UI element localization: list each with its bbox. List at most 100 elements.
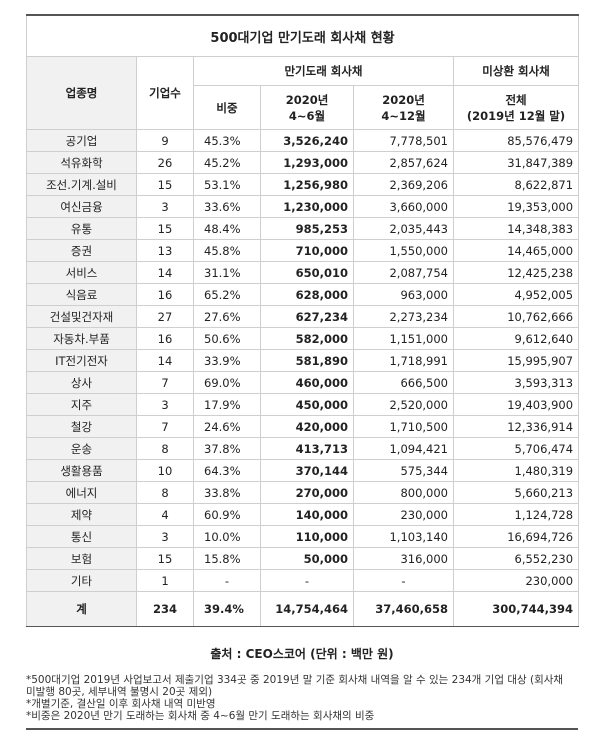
share: - xyxy=(193,569,261,592)
q2-amount: 650,010 xyxy=(260,261,354,284)
outstanding-total: 5,706,474 xyxy=(452,437,580,460)
industry: 서비스 xyxy=(26,261,137,284)
outstanding-total: 4,952,005 xyxy=(452,283,580,306)
outstanding-total: 6,552,230 xyxy=(452,547,580,570)
q2q4-amount: 2,087,754 xyxy=(353,261,454,284)
q2q4-amount: 666,500 xyxy=(353,371,454,394)
company-count: 16 xyxy=(136,327,194,350)
company-count: 14 xyxy=(136,349,194,372)
q2q4-amount: 1,151,000 xyxy=(353,327,454,350)
outstanding-total: 5,660,213 xyxy=(452,481,580,504)
share: 69.0% xyxy=(193,371,261,394)
table-row: 증권 13 45.8% 710,000 1,550,000 14,465,000 xyxy=(26,239,580,262)
table-row: 지주 3 17.9% 450,000 2,520,000 19,403,900 xyxy=(26,393,580,416)
header-outstanding: 미상환 회사채 xyxy=(452,56,580,86)
company-count: 3 xyxy=(136,195,194,218)
outstanding-total: 8,622,871 xyxy=(452,173,580,196)
company-count: 8 xyxy=(136,481,194,504)
industry: 기타 xyxy=(26,569,137,592)
outstanding-total: 16,694,726 xyxy=(452,525,580,548)
table-row: 자동차.부품 16 50.6% 582,000 1,151,000 9,612,640 xyxy=(26,327,580,350)
share: 45.2% xyxy=(193,151,261,174)
industry: 여신금융 xyxy=(26,195,137,218)
share: 33.8% xyxy=(193,481,261,504)
table-row: IT전기전자 14 33.9% 581,890 1,718,991 15,995,907 xyxy=(26,349,580,372)
table-row: 여신금융 3 33.6% 1,230,000 3,660,000 19,353,000 xyxy=(26,195,580,218)
table-row: 운송 8 37.8% 413,713 1,094,421 5,706,474 xyxy=(26,437,580,460)
outstanding-total: 230,000 xyxy=(452,569,580,592)
industry: 자동차.부품 xyxy=(26,327,137,350)
q2q4-amount: 1,550,000 xyxy=(353,239,454,262)
outstanding-total: 9,612,640 xyxy=(452,327,580,350)
company-count: 8 xyxy=(136,437,194,460)
q2q4-amount: 37,460,658 xyxy=(353,591,454,627)
outstanding-total: 12,336,914 xyxy=(452,415,580,438)
q2-amount: 1,230,000 xyxy=(260,195,354,218)
header-total: 전체 (2019년 12월 말) xyxy=(452,85,580,130)
q2q4-amount: 2,520,000 xyxy=(353,393,454,416)
q2q4-amount: 2,035,443 xyxy=(353,217,454,240)
q2-amount: 1,293,000 xyxy=(260,151,354,174)
share: 10.0% xyxy=(193,525,261,548)
share: 45.3% xyxy=(193,129,261,152)
company-count: 3 xyxy=(136,525,194,548)
company-count: 1 xyxy=(136,569,194,592)
q2-amount: 1,256,980 xyxy=(260,173,354,196)
q2q4-amount: 1,103,140 xyxy=(353,525,454,548)
header-name: 업종명 xyxy=(26,56,137,130)
q2-amount: 270,000 xyxy=(260,481,354,504)
source: 출처 : CEO스코어 (단위 : 백만 원) xyxy=(210,647,394,661)
q2q4-amount: 230,000 xyxy=(353,503,454,526)
header-line: 4~12월 xyxy=(381,108,426,123)
outstanding-total: 1,480,319 xyxy=(452,459,580,482)
table-row: 상사 7 69.0% 460,000 666,500 3,593,313 xyxy=(26,371,580,394)
company-count: 15 xyxy=(136,217,194,240)
q2-amount: - xyxy=(260,569,354,592)
q2q4-amount: 1,094,421 xyxy=(353,437,454,460)
industry: 증권 xyxy=(26,239,137,262)
q2q4-amount: 316,000 xyxy=(353,547,454,570)
notes: *500대기업 2019년 사업보고서 제출기업 334곳 중 2019년 말 … xyxy=(26,674,578,722)
share: 64.3% xyxy=(193,459,261,482)
note: *비중은 2020년 만기 도래하는 회사채 중 4~6월 만기 도래하는 회사… xyxy=(26,710,375,722)
q2q4-amount: 575,344 xyxy=(353,459,454,482)
q2-amount: 628,000 xyxy=(260,283,354,306)
share: 15.8% xyxy=(193,547,261,570)
note: *500대기업 2019년 사업보고서 제출기업 334곳 중 2019년 말 … xyxy=(26,674,564,698)
q2-amount: 710,000 xyxy=(260,239,354,262)
share: 33.6% xyxy=(193,195,261,218)
outstanding-total: 31,847,389 xyxy=(452,151,580,174)
share: 24.6% xyxy=(193,415,261,438)
header-line: 2020년 xyxy=(285,92,329,107)
share: 50.6% xyxy=(193,327,261,350)
outstanding-total: 14,348,383 xyxy=(452,217,580,240)
table-row: 계 234 39.4% 14,754,464 37,460,658 300,744,394 xyxy=(26,591,580,627)
q2-amount: 450,000 xyxy=(260,393,354,416)
table-body: 공기업 9 45.3% 3,526,240 7,778,501 85,576,479 석유화… xyxy=(26,129,580,627)
header-q2: 2020년 4~6월 xyxy=(260,85,354,130)
industry: 유통 xyxy=(26,217,137,240)
table-row: 유통 15 48.4% 985,253 2,035,443 14,348,383 xyxy=(26,217,580,240)
industry: 상사 xyxy=(26,371,137,394)
q2-amount: 50,000 xyxy=(260,547,354,570)
header-line: 전체 xyxy=(505,92,527,107)
share: 65.2% xyxy=(193,283,261,306)
share: 45.8% xyxy=(193,239,261,262)
industry: 통신 xyxy=(26,525,137,548)
outstanding-total: 10,762,666 xyxy=(452,305,580,328)
outstanding-total: 1,124,728 xyxy=(452,503,580,526)
company-count: 234 xyxy=(136,591,194,627)
company-count: 3 xyxy=(136,393,194,416)
industry: 운송 xyxy=(26,437,137,460)
company-count: 4 xyxy=(136,503,194,526)
q2-amount: 985,253 xyxy=(260,217,354,240)
company-count: 13 xyxy=(136,239,194,262)
outstanding-total: 15,995,907 xyxy=(452,349,580,372)
share: 33.9% xyxy=(193,349,261,372)
industry: 보험 xyxy=(26,547,137,570)
industry: 석유화학 xyxy=(26,151,137,174)
company-count: 26 xyxy=(136,151,194,174)
q2-amount: 582,000 xyxy=(260,327,354,350)
q2q4-amount: 2,273,234 xyxy=(353,305,454,328)
bond-table: 500대기업 만기도래 회사채 현황 업종명 기업수 만기도래 회사채 미상환 … xyxy=(25,14,580,627)
